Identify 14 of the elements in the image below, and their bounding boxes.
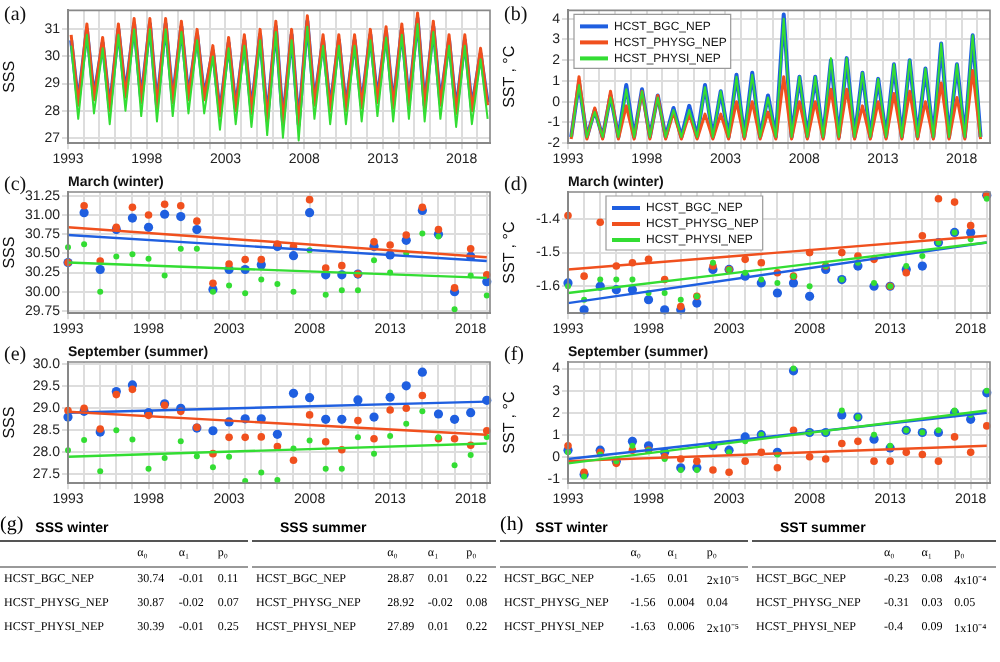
text: (c) — [4, 174, 27, 196]
text: (e) — [4, 344, 27, 366]
text: (d) — [504, 174, 528, 196]
y-axis-title: SSS — [0, 60, 19, 93]
y-axis-title: SSS — [0, 406, 19, 439]
y-axis-title: SST , °C — [500, 391, 519, 454]
y-axis-title: SSS — [0, 236, 19, 269]
y-axis-title: SST , °C — [500, 45, 519, 108]
text: (g) — [0, 514, 24, 536]
text: (f) — [504, 344, 524, 366]
text: (h) — [500, 514, 524, 536]
y-axis-title: SST , °C — [500, 221, 519, 284]
text: (a) — [4, 4, 27, 26]
text: (b) — [504, 4, 528, 26]
